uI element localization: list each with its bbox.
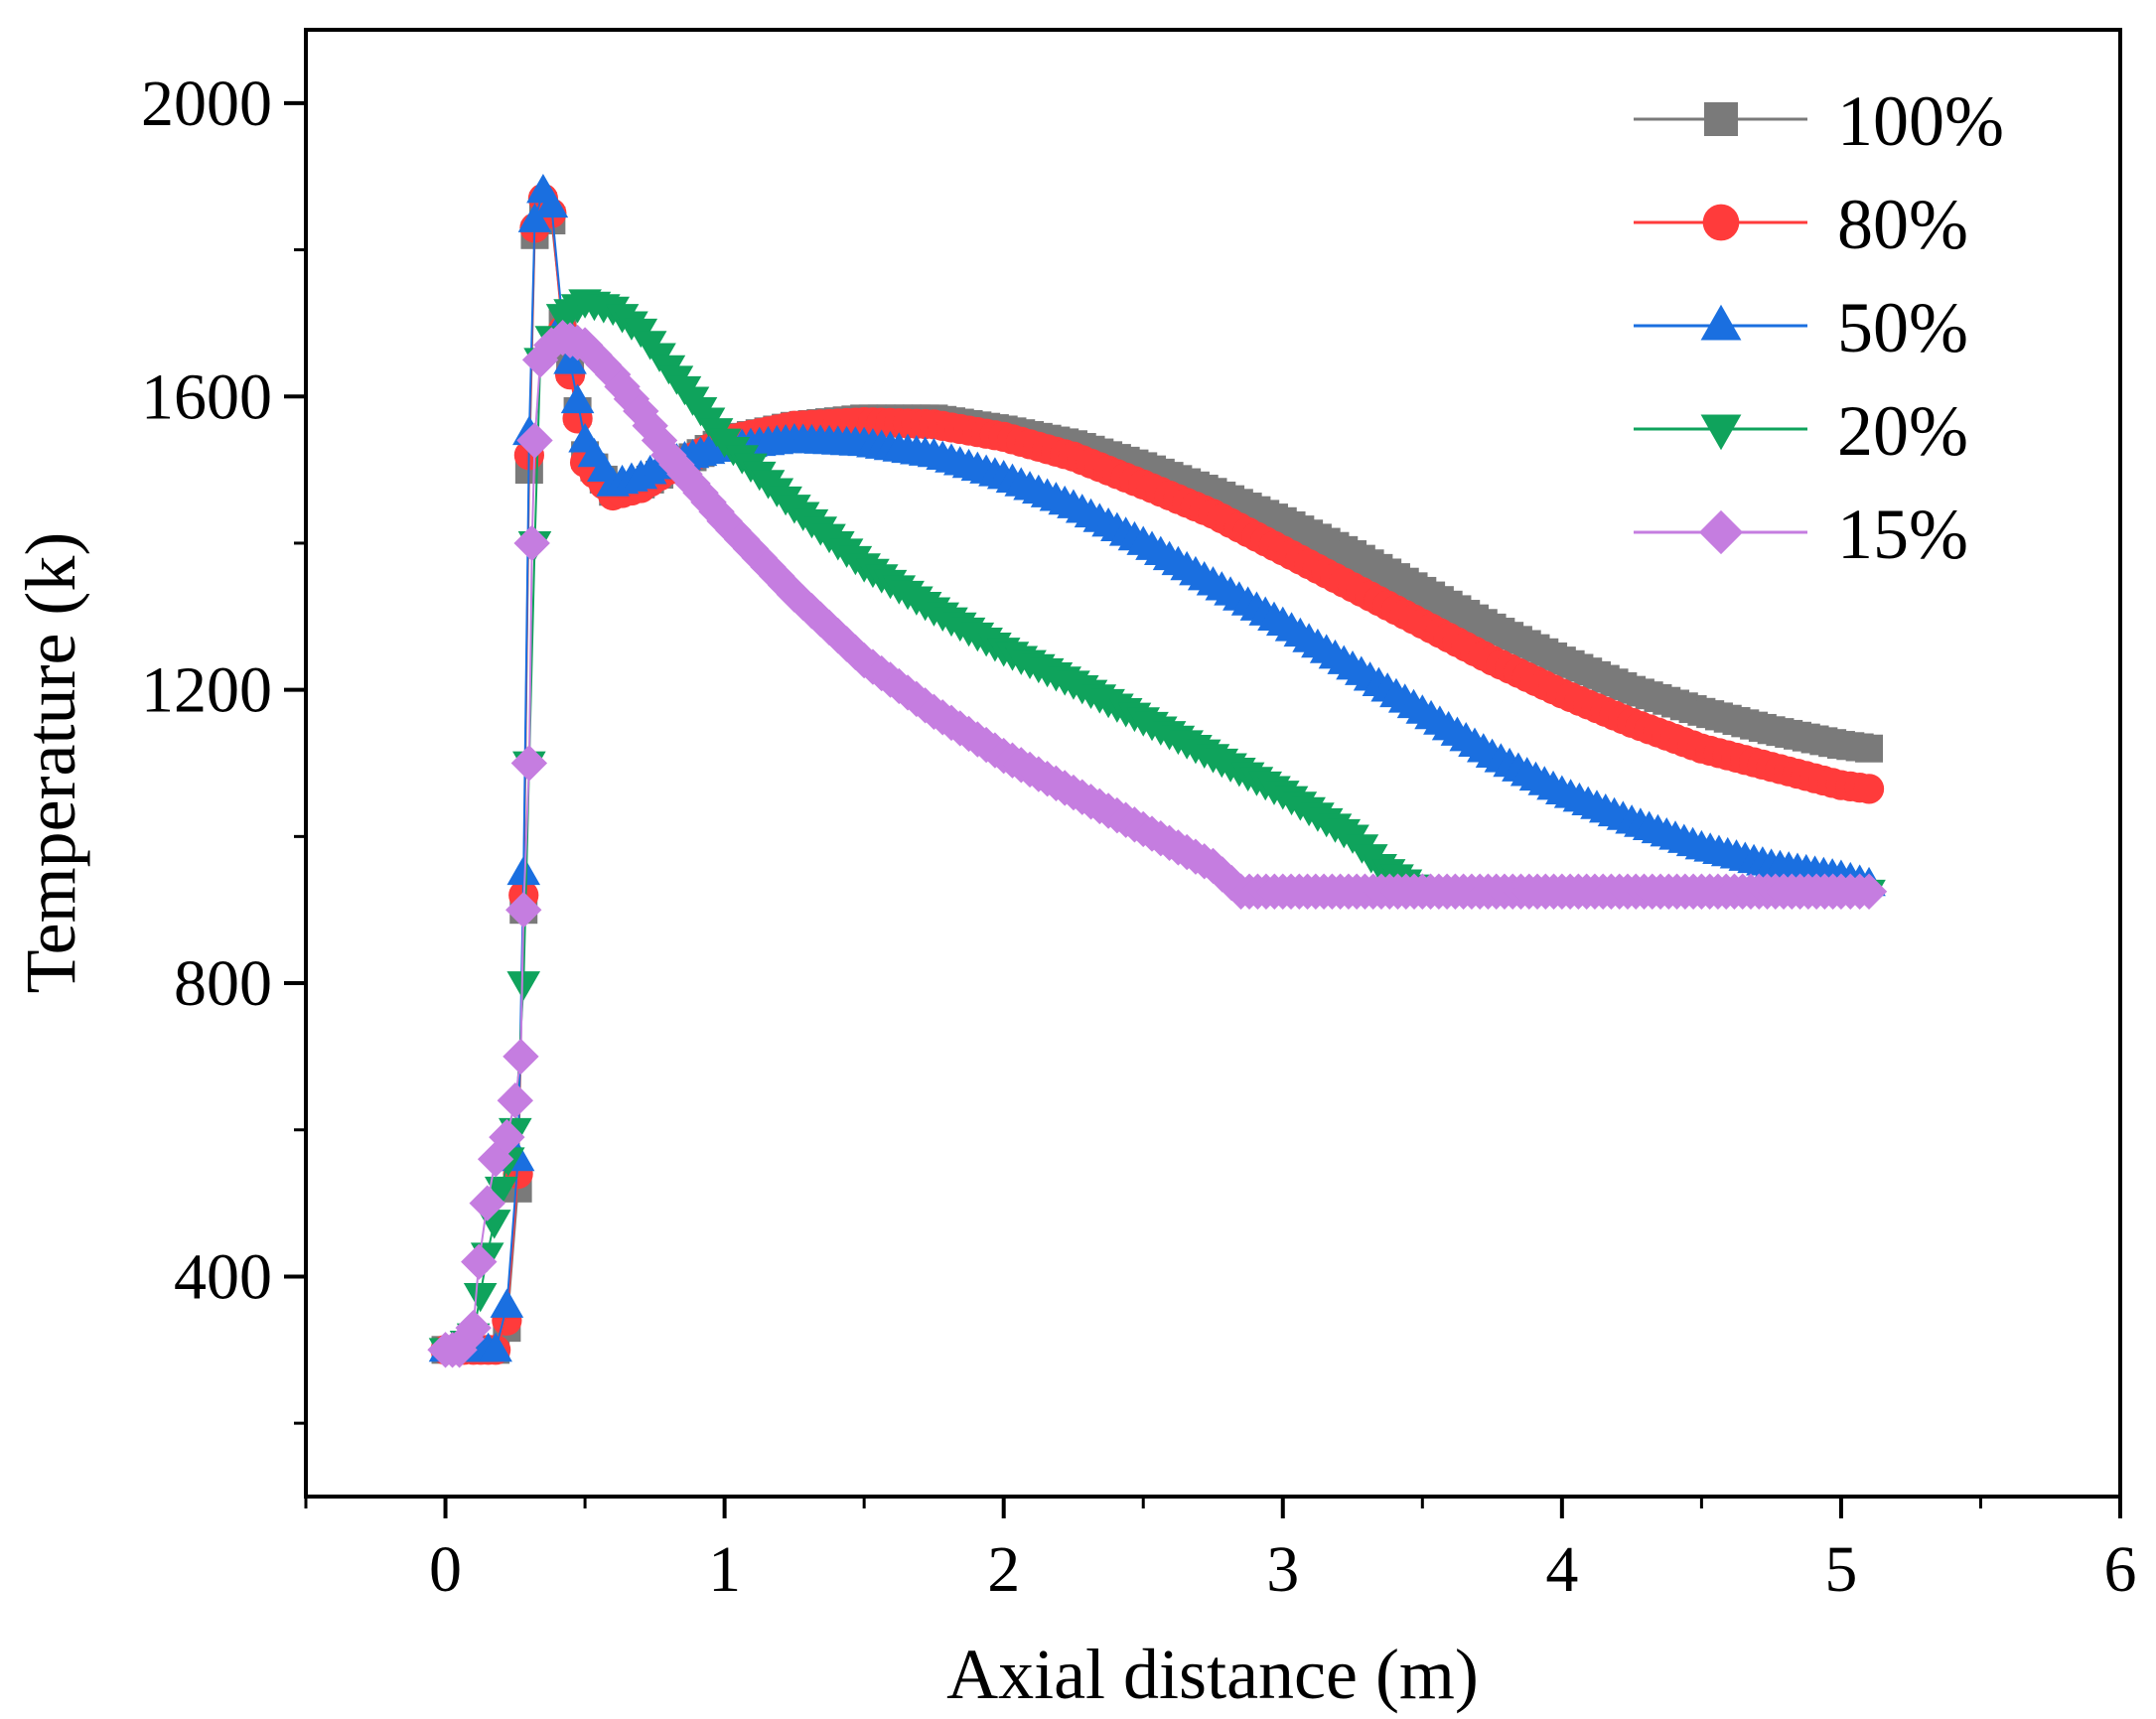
data-point [1850,873,1888,910]
legend-marker [1702,204,1740,241]
legend-item: 100% [1634,81,2004,161]
legend: 100% 80% 50% 20% 15% [1634,81,2004,574]
data-point [503,1038,539,1075]
y-tick-label: 800 [174,947,272,1020]
y-tick-label: 1600 [141,360,272,433]
legend-item: 80% [1634,185,1968,264]
data-point [517,203,552,232]
data-point [497,1082,534,1119]
legend-label: 15% [1837,495,1968,574]
x-tick-label: 6 [2104,1533,2137,1606]
data-point [560,383,595,414]
data-point [594,356,632,393]
legend-item: 20% [1634,391,1968,471]
data-point [566,327,604,363]
data-point [477,1141,514,1178]
legend-marker [1700,414,1742,451]
legend-label: 80% [1837,185,1968,264]
data-point [1853,774,1885,804]
x-tick-label: 3 [1266,1533,1299,1606]
y-tick-label: 400 [174,1240,272,1313]
data-point [506,971,541,1001]
data-point [1855,734,1884,763]
plot-frame [304,28,2122,1499]
x-tick-label: 4 [1545,1533,1578,1606]
data-point [510,745,548,782]
legend-label: 100% [1837,81,2004,161]
data-point [553,345,587,374]
legend-marker [1704,102,1738,136]
data-point [469,1185,505,1221]
data-point [479,1332,512,1362]
y-tick-label: 2000 [141,68,272,140]
legend-marker [1698,509,1744,555]
x-tick-label: 2 [987,1533,1020,1606]
x-tick-label: 1 [708,1533,741,1606]
legend-label: 50% [1837,288,1968,367]
data-point [505,892,542,929]
legend-item: 50% [1634,288,1968,367]
data-point [455,1309,492,1347]
data-point [623,392,659,430]
data-point [463,1283,498,1313]
data-point [534,188,569,218]
data-point [484,1176,518,1207]
legend-label: 20% [1837,391,1968,471]
y-tick-label: 1200 [141,654,272,727]
x-tick-label: 0 [429,1533,462,1606]
data-point [489,1118,525,1156]
y-axis-title: Temperature (k) [11,532,90,994]
data-point [490,1288,524,1318]
data-point [506,855,541,886]
series-layer [427,173,1888,1368]
x-axis-title: Axial distance (m) [946,1635,1479,1714]
x-tick-label: 5 [1824,1533,1857,1606]
data-point [516,422,553,459]
data-point [461,1243,498,1280]
ticks-layer: 0 1 2 3 4 5 6 400 800 1200 1600 2000 [141,68,2137,1606]
legend-marker [1700,304,1742,341]
legend-item: 15% [1634,495,1968,574]
data-point [513,524,550,562]
data-point [585,347,623,383]
series-15pct [427,319,1888,1368]
